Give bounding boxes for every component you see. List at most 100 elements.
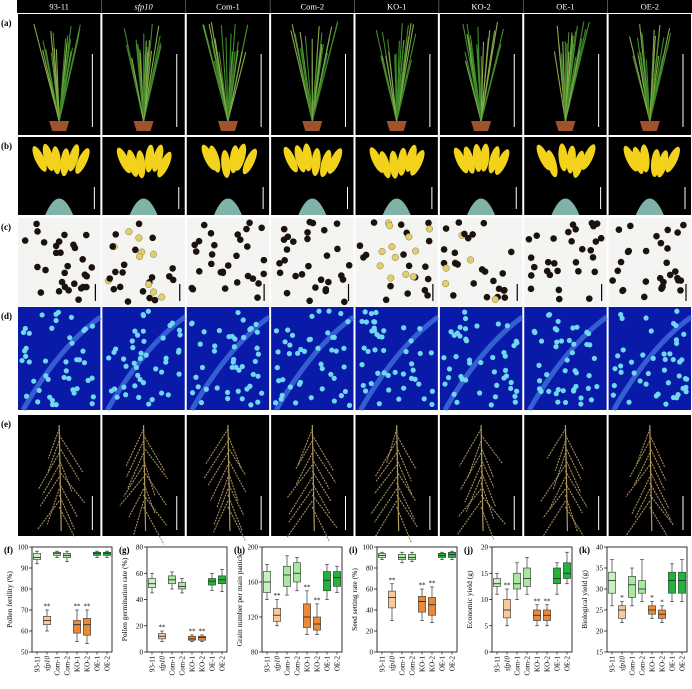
photo [187, 14, 269, 135]
pollen-grain [225, 396, 230, 401]
y-axis-label: Grain number per main panicle [235, 552, 244, 646]
pollen-grain [536, 363, 541, 368]
pollen [150, 251, 157, 258]
pollen-grain [235, 310, 240, 315]
pollen [586, 295, 593, 302]
pollen-grain [290, 333, 295, 338]
x-tick-label: Com-2 [179, 656, 187, 676]
pollen-grain [176, 350, 181, 355]
pollen-grain [159, 369, 164, 374]
box [388, 591, 395, 608]
column-label: OE-1 [556, 2, 574, 12]
y-tick-label: 20 [136, 622, 144, 630]
y-tick-label: 15 [596, 649, 604, 657]
pollen-grain [446, 375, 451, 380]
pollen-grain [651, 356, 656, 361]
pollen-grain [90, 324, 95, 329]
photo [102, 137, 184, 215]
pollen-grain [338, 311, 343, 316]
pollen-grain [556, 319, 561, 324]
column-label: KO-2 [471, 2, 490, 12]
pollen-grain [675, 392, 680, 397]
pollen-grain [83, 326, 88, 331]
x-tick-label: sfp10 [504, 656, 512, 672]
x-tick-label: 93-11 [264, 656, 272, 673]
pollen [83, 284, 90, 291]
pollen [211, 242, 218, 249]
pollen-grain [150, 397, 155, 402]
pollen-grain [646, 371, 651, 376]
panel-label: (j) [464, 545, 473, 555]
x-tick-label: 93-11 [494, 656, 502, 673]
x-tick-label: OE-2 [449, 656, 457, 672]
significance: ** [504, 582, 512, 590]
photo [356, 307, 438, 410]
pollen-grain [43, 373, 48, 378]
pollen [281, 236, 288, 243]
box [83, 618, 90, 635]
box [323, 572, 330, 591]
pollen [377, 262, 384, 269]
pollen-grain [190, 390, 195, 395]
pollen [508, 249, 515, 256]
y-tick-label: 50 [21, 649, 29, 657]
photo [187, 415, 269, 540]
photo [356, 137, 438, 215]
pollen-grain [644, 382, 649, 387]
x-tick-label: sfp10 [274, 656, 282, 672]
pollen-grain [403, 349, 408, 354]
pollen [425, 276, 432, 283]
pollen [609, 277, 616, 284]
x-tick-label: KO-2 [429, 656, 437, 672]
pollen-grain [537, 378, 542, 383]
pollen-grain [177, 328, 182, 333]
pollen-grain [458, 325, 463, 330]
pollen-grain [109, 388, 114, 393]
pollen-grain [43, 358, 48, 363]
x-tick-label: OE-1 [554, 656, 562, 672]
pollen-grain [364, 319, 369, 324]
box [563, 563, 570, 579]
pollen [664, 227, 671, 234]
y-tick-label: 70 [21, 607, 29, 615]
pollen-grain [663, 402, 668, 407]
pollen [83, 232, 90, 239]
pollen [470, 280, 477, 287]
pollen-grain [256, 352, 261, 357]
significance: ** [429, 579, 437, 587]
pollen-grain [661, 351, 666, 356]
pollen-grain [69, 315, 74, 320]
pollen-grain [401, 371, 406, 376]
pollen-grain [674, 337, 679, 342]
photo [440, 307, 522, 410]
pollen [593, 238, 600, 245]
pollen [136, 221, 143, 228]
pollen-grain [508, 386, 513, 391]
pollen [284, 246, 291, 253]
pollen-grain [163, 360, 168, 365]
pollen [479, 266, 486, 273]
pollen-grain [512, 394, 517, 399]
pollen-grain [359, 319, 364, 324]
pollen-grain [273, 400, 278, 405]
pollen-grain [90, 376, 95, 381]
pollen-grain [106, 355, 111, 360]
pollen [452, 250, 459, 257]
pollen-grain [401, 325, 406, 330]
column-label: 93-11 [49, 2, 69, 12]
pollen-grain [463, 316, 468, 321]
pollen [570, 221, 577, 228]
y-tick-label: 60 [366, 586, 374, 594]
pollen [565, 229, 572, 236]
pollen-grain [501, 375, 506, 380]
x-tick-label: OE-2 [334, 656, 342, 672]
pollen-grain [189, 321, 194, 326]
pollen [56, 288, 63, 295]
y-tick-label: 100 [363, 544, 374, 552]
x-tick-label: sfp10 [159, 656, 167, 672]
pollen-grain [226, 334, 231, 339]
y-tick-label: 10 [481, 596, 489, 604]
pollen [42, 267, 49, 274]
pollen-grain [27, 331, 32, 336]
panel-label: (k) [579, 545, 590, 555]
